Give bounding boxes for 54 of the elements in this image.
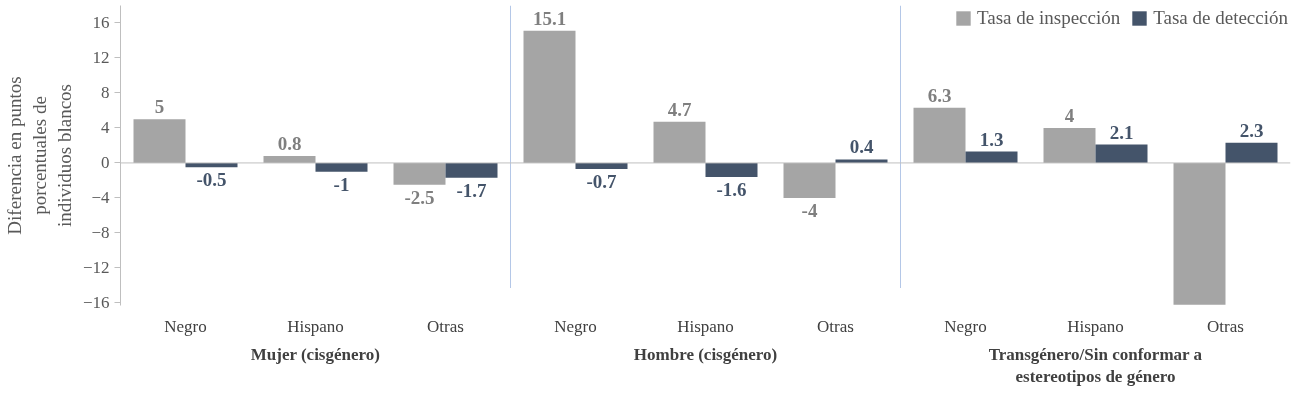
- bar: [653, 121, 706, 163]
- bar: [783, 162, 836, 198]
- bar: [445, 162, 498, 178]
- data-label: 1.3: [979, 128, 1004, 150]
- y-tick-label: 0: [101, 153, 110, 173]
- data-label: 0.8: [277, 132, 302, 154]
- x-tick-label: Otras: [1207, 316, 1244, 336]
- data-label: 2.1: [1109, 121, 1134, 143]
- data-label: -0.5: [196, 169, 227, 191]
- data-label: 6.3: [927, 84, 952, 106]
- x-tick-label: Negro: [554, 316, 597, 336]
- data-label: 5: [154, 96, 165, 118]
- bar: [705, 162, 758, 177]
- text: Mujer (cisgénero): [250, 344, 380, 364]
- bar: [523, 30, 576, 163]
- bar: [913, 107, 966, 163]
- x-tick-label: Hispano: [677, 316, 734, 336]
- data-label: -2.5: [404, 186, 435, 208]
- y-tick-label: 16: [92, 13, 110, 33]
- legend-label: Tasa de inspección: [977, 7, 1121, 29]
- y-tick-label: −8: [91, 223, 110, 243]
- data-label: -1.7: [456, 179, 488, 201]
- bar: [133, 119, 186, 163]
- bar: [393, 162, 446, 185]
- x-tick-label: Hispano: [1067, 316, 1124, 336]
- y-tick-label: −16: [82, 293, 110, 313]
- bar: [1225, 142, 1278, 163]
- x-tick-label: Otras: [427, 316, 464, 336]
- data-label: 0.4: [849, 136, 874, 158]
- y-axis-title: Diferencia en puntos porcentuales de individuos blancos: [3, 76, 75, 235]
- bar: [1173, 162, 1226, 305]
- x-tick-label: Negro: [944, 316, 987, 336]
- legend-label: Tasa de detección: [1153, 7, 1288, 29]
- text: Transgénero/Sin conformar a estereotipos de género: [988, 344, 1203, 387]
- x-tick-label: Otras: [817, 316, 854, 336]
- data-label: -4: [801, 199, 818, 221]
- x-tick-label: Hispano: [287, 316, 344, 336]
- data-label: -1: [333, 173, 350, 195]
- text: Hombre (cisgénero): [633, 344, 778, 364]
- y-tick-label: 12: [92, 48, 110, 68]
- y-tick-label: 4: [101, 118, 110, 138]
- data-label: -1.6: [716, 178, 747, 200]
- data-label: 4.7: [667, 98, 692, 120]
- data-label: 15.1: [532, 7, 567, 29]
- data-label: 4: [1064, 104, 1075, 126]
- bar: [315, 162, 368, 172]
- data-label: 2.3: [1239, 119, 1264, 141]
- data-label: -0.7: [586, 171, 618, 193]
- bar: [1043, 127, 1096, 163]
- y-tick-label: −4: [91, 188, 110, 208]
- bar: [1095, 144, 1148, 163]
- y-tick-label: −12: [82, 258, 110, 278]
- x-tick-label: Negro: [164, 316, 207, 336]
- y-tick-label: 8: [101, 83, 110, 103]
